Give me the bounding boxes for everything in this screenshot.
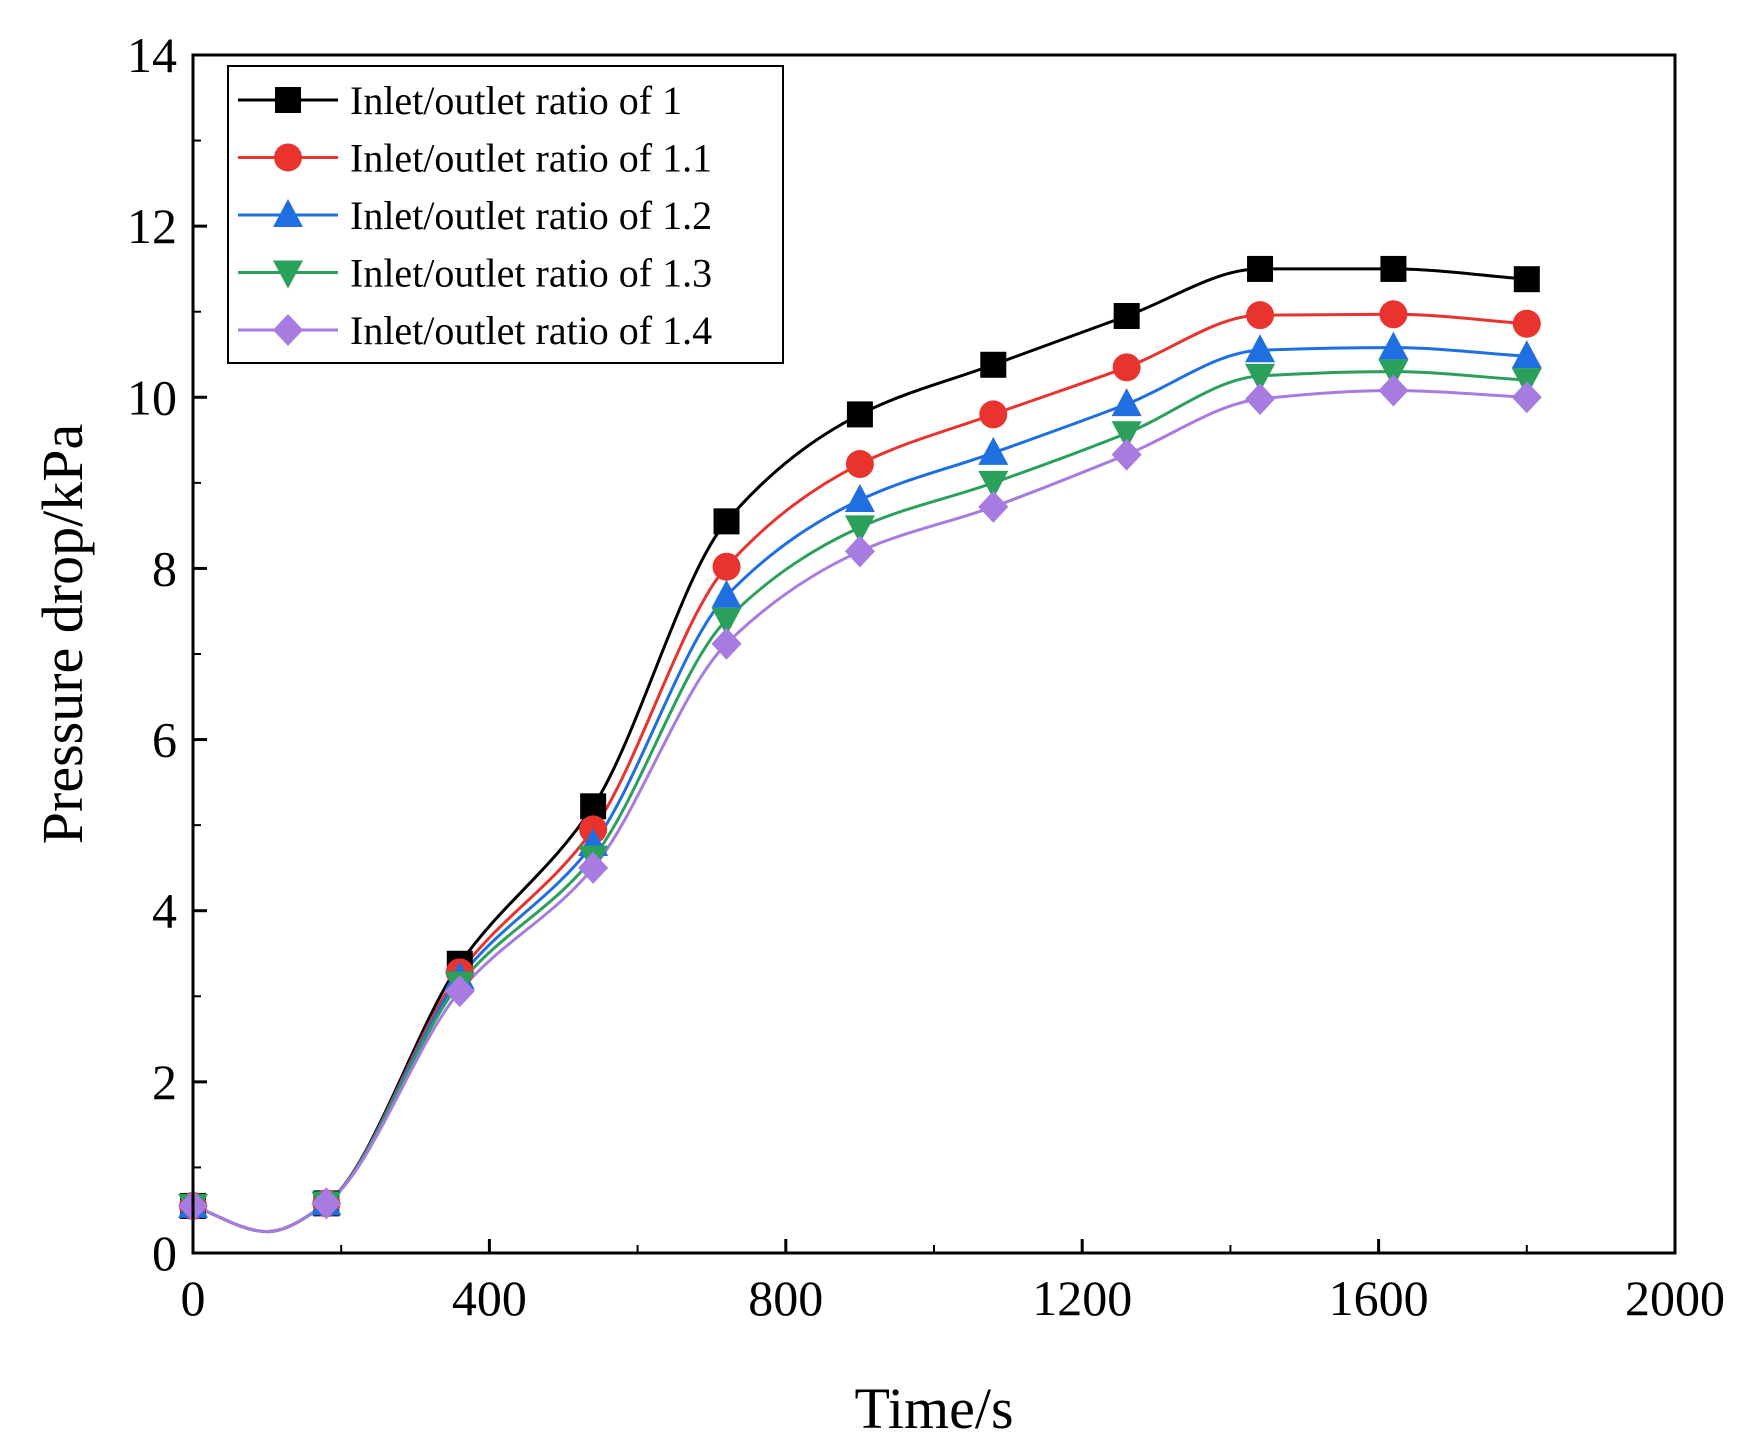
x-tick-label: 1600 [1329, 1270, 1429, 1326]
legend-marker [273, 314, 303, 346]
y-tick-label: 10 [127, 369, 177, 425]
x-tick-label: 1200 [1032, 1270, 1132, 1326]
y-axis-ticks: 0 2 4 6 8 10 12 14 [127, 27, 207, 1281]
data-point-series-2 [712, 552, 741, 581]
legend-marker [274, 143, 302, 172]
data-point-series-4 [1378, 359, 1409, 388]
data-point-series-1 [846, 401, 873, 428]
data-point-series-3 [978, 436, 1009, 465]
data-point-series-5 [444, 975, 475, 1008]
data-point-series-5 [1511, 381, 1542, 414]
y-tick-label: 14 [127, 27, 177, 83]
y-tick-label: 6 [152, 712, 177, 768]
data-point-series-5 [1111, 438, 1142, 471]
x-axis-title: Time/s [854, 1376, 1013, 1441]
x-tick-label: 800 [748, 1270, 823, 1326]
legend-label: Inlet/outlet ratio of 1.3 [350, 251, 712, 296]
data-point-series-3 [1378, 331, 1409, 360]
data-point-series-3 [711, 579, 742, 608]
data-point-series-5 [578, 851, 609, 884]
data-point-series-2 [1112, 353, 1141, 382]
data-point-series-5 [978, 490, 1009, 523]
data-point-series-4 [1111, 421, 1142, 450]
data-point-series-1 [580, 793, 607, 820]
y-tick-label: 8 [152, 540, 177, 596]
legend-label: Inlet/outlet ratio of 1 [350, 78, 682, 123]
legend-label: Inlet/outlet ratio of 1.1 [350, 136, 712, 181]
series-markers [178, 255, 1542, 1222]
data-point-series-5 [1378, 374, 1409, 407]
data-point-series-5 [711, 627, 742, 660]
data-point-series-5 [844, 535, 875, 568]
x-tick-label: 0 [181, 1270, 206, 1326]
data-point-series-3 [844, 483, 875, 512]
legend: Inlet/outlet ratio of 1 Inlet/outlet rati… [227, 65, 784, 364]
data-point-series-2 [1512, 309, 1541, 338]
data-point-series-4 [711, 607, 742, 636]
y-tick-label: 2 [152, 1054, 177, 1110]
legend-label: Inlet/outlet ratio of 1.2 [350, 193, 712, 238]
data-point-series-4 [844, 515, 875, 544]
x-tick-label: 400 [452, 1270, 527, 1326]
legend-marker [273, 260, 303, 289]
legend-marker [275, 87, 301, 113]
y-tick-label: 4 [152, 883, 177, 939]
y-tick-label: 12 [127, 198, 177, 254]
data-point-series-5 [1245, 382, 1276, 415]
data-point-series-1 [980, 351, 1007, 378]
data-point-series-4 [978, 470, 1009, 499]
data-point-series-5 [311, 1187, 342, 1220]
data-point-series-3 [1111, 388, 1142, 417]
legend-label: Inlet/outlet ratio of 1.4 [350, 308, 712, 353]
data-point-series-3 [1511, 340, 1542, 369]
data-point-series-1 [1513, 266, 1540, 293]
data-point-series-2 [1246, 301, 1275, 330]
data-point-series-1 [1113, 302, 1140, 329]
y-tick-label: 0 [152, 1225, 177, 1281]
data-point-series-2 [845, 450, 874, 479]
x-tick-label: 2000 [1625, 1270, 1725, 1326]
x-axis-ticks: 0 400 800 1200 1600 2000 [181, 1239, 1725, 1326]
data-point-series-2 [979, 400, 1008, 429]
data-point-series-1 [1247, 255, 1274, 282]
y-axis-title: Pressure drop/kPa [30, 424, 95, 844]
legend-marker [273, 199, 303, 227]
data-point-series-4 [1245, 363, 1276, 392]
data-point-series-2 [1379, 300, 1408, 329]
data-point-series-1 [1380, 255, 1407, 282]
data-point-series-1 [713, 508, 740, 535]
data-point-series-3 [1245, 334, 1276, 363]
